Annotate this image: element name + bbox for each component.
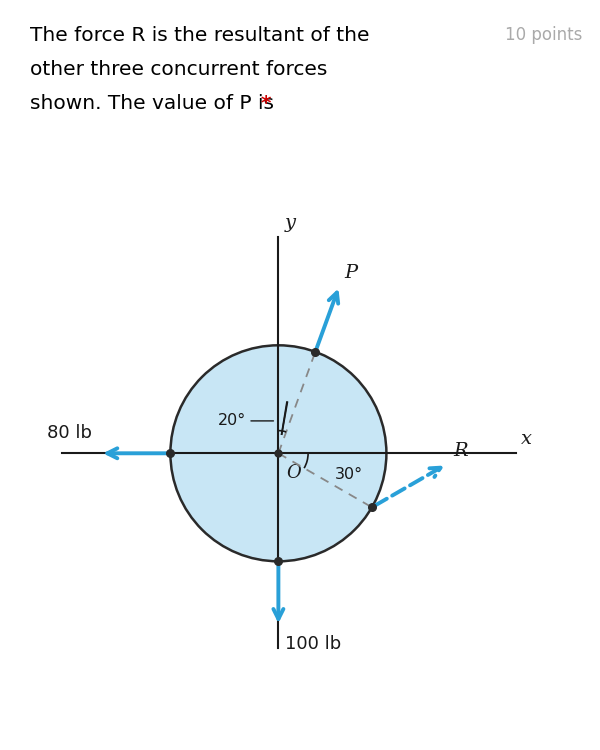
Text: P: P (345, 263, 358, 281)
Circle shape (170, 345, 386, 561)
Text: 100 lb: 100 lb (285, 634, 341, 652)
Text: 20°: 20° (218, 413, 246, 428)
Text: other three concurrent forces: other three concurrent forces (30, 60, 328, 79)
Text: The force R is the resultant of the: The force R is the resultant of the (30, 26, 370, 45)
Text: x: x (521, 430, 532, 448)
Text: 30°: 30° (335, 467, 362, 482)
Text: O: O (286, 464, 301, 482)
Text: 10 points: 10 points (505, 26, 582, 44)
Text: 80 lb: 80 lb (47, 424, 92, 442)
Text: y: y (285, 214, 296, 232)
Text: shown. The value of P is: shown. The value of P is (30, 94, 280, 112)
Text: *: * (261, 94, 271, 112)
Text: R: R (453, 442, 468, 460)
